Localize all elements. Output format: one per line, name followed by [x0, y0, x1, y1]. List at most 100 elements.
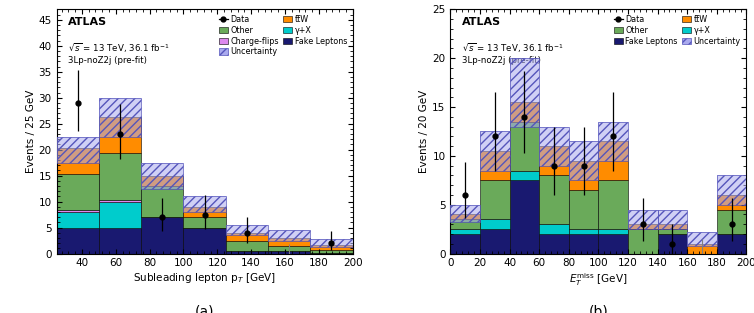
Text: $\sqrt{s}$ = 13 TeV, 36.1 fb$^{-1}$
3Lp-noZ2j (pre-fit): $\sqrt{s}$ = 13 TeV, 36.1 fb$^{-1}$ 3Lp-… — [69, 41, 170, 65]
Bar — [569, 234, 599, 254]
Bar — [99, 202, 141, 228]
Bar — [628, 229, 657, 254]
Bar — [687, 232, 717, 246]
Bar — [657, 210, 687, 229]
Bar — [225, 233, 268, 241]
Bar — [569, 229, 599, 234]
Bar — [510, 171, 539, 180]
Bar — [183, 196, 225, 212]
Bar — [569, 141, 599, 180]
Bar — [539, 234, 569, 254]
Bar — [57, 148, 99, 174]
Bar — [99, 153, 141, 200]
Bar — [141, 163, 183, 189]
Text: ATLAS: ATLAS — [462, 17, 501, 27]
Bar — [183, 228, 225, 254]
Bar — [628, 210, 657, 229]
Bar — [99, 200, 141, 202]
Bar — [141, 176, 183, 186]
Bar — [539, 146, 569, 175]
Bar — [717, 195, 746, 210]
Bar — [599, 141, 628, 180]
Bar — [141, 163, 183, 189]
Bar — [99, 228, 141, 254]
Y-axis label: Events / 20 GeV: Events / 20 GeV — [419, 90, 430, 173]
Legend: Data, Other, Charge-flips, Uncertainty, tt̅W, γ+X, Fake Leptons: Data, Other, Charge-flips, Uncertainty, … — [217, 13, 348, 58]
Bar — [687, 232, 717, 246]
Bar — [99, 98, 141, 137]
Bar — [225, 225, 268, 235]
Bar — [450, 214, 480, 219]
Bar — [57, 137, 99, 163]
Bar — [539, 126, 569, 166]
Bar — [57, 137, 99, 163]
Bar — [450, 219, 480, 229]
Bar — [510, 102, 539, 122]
Bar — [99, 117, 141, 153]
Bar — [225, 251, 268, 254]
Bar — [311, 239, 353, 247]
Bar — [657, 224, 687, 229]
Bar — [569, 141, 599, 180]
Bar — [510, 58, 539, 126]
Bar — [510, 180, 539, 254]
Text: $\sqrt{s}$ = 13 TeV, 36.1 fb$^{-1}$
3Lp-noZ2j (pre-fit): $\sqrt{s}$ = 13 TeV, 36.1 fb$^{-1}$ 3Lp-… — [462, 41, 564, 65]
Bar — [599, 229, 628, 234]
Bar — [628, 210, 657, 229]
Bar — [183, 196, 225, 212]
Bar — [141, 186, 183, 217]
Bar — [311, 245, 353, 250]
Bar — [225, 241, 268, 251]
Bar — [539, 126, 569, 166]
Bar — [183, 207, 225, 217]
Bar — [183, 217, 225, 228]
Bar — [480, 151, 510, 180]
Bar — [268, 230, 311, 241]
Y-axis label: Events / 25 GeV: Events / 25 GeV — [26, 90, 35, 173]
Bar — [510, 58, 539, 126]
Bar — [450, 234, 480, 254]
Bar — [268, 251, 311, 254]
X-axis label: $E_{T}^{\mathrm{miss}}$ [GeV]: $E_{T}^{\mathrm{miss}}$ [GeV] — [569, 271, 627, 288]
Bar — [717, 210, 746, 234]
Bar — [480, 180, 510, 219]
Bar — [311, 253, 353, 254]
Bar — [268, 246, 311, 251]
Text: (b): (b) — [589, 305, 608, 313]
Bar — [717, 175, 746, 205]
Bar — [99, 98, 141, 137]
Bar — [450, 229, 480, 234]
Bar — [599, 122, 628, 161]
Bar — [717, 234, 746, 254]
Bar — [510, 122, 539, 171]
Bar — [480, 219, 510, 229]
Bar — [539, 224, 569, 234]
Bar — [599, 234, 628, 254]
Bar — [268, 238, 311, 246]
Bar — [569, 190, 599, 229]
Bar — [450, 205, 480, 222]
Text: ATLAS: ATLAS — [69, 17, 108, 27]
Bar — [57, 174, 99, 210]
Text: (a): (a) — [195, 305, 214, 313]
Bar — [687, 244, 717, 254]
Bar — [480, 131, 510, 171]
Bar — [57, 210, 99, 212]
Bar — [599, 180, 628, 229]
Bar — [657, 210, 687, 229]
Bar — [628, 224, 657, 229]
Bar — [311, 239, 353, 247]
Bar — [569, 161, 599, 190]
Bar — [141, 217, 183, 254]
Bar — [268, 230, 311, 241]
Bar — [539, 175, 569, 224]
X-axis label: Subleading lepton p$_{T}$ [GeV]: Subleading lepton p$_{T}$ [GeV] — [133, 271, 276, 285]
Bar — [657, 234, 687, 254]
Bar — [717, 175, 746, 205]
Legend: Data, Other, Fake Leptons, tt̅W, γ+X, Uncertainty: Data, Other, Fake Leptons, tt̅W, γ+X, Un… — [612, 13, 743, 47]
Bar — [225, 225, 268, 235]
Bar — [480, 131, 510, 171]
Bar — [57, 228, 99, 254]
Bar — [599, 122, 628, 161]
Bar — [480, 229, 510, 254]
